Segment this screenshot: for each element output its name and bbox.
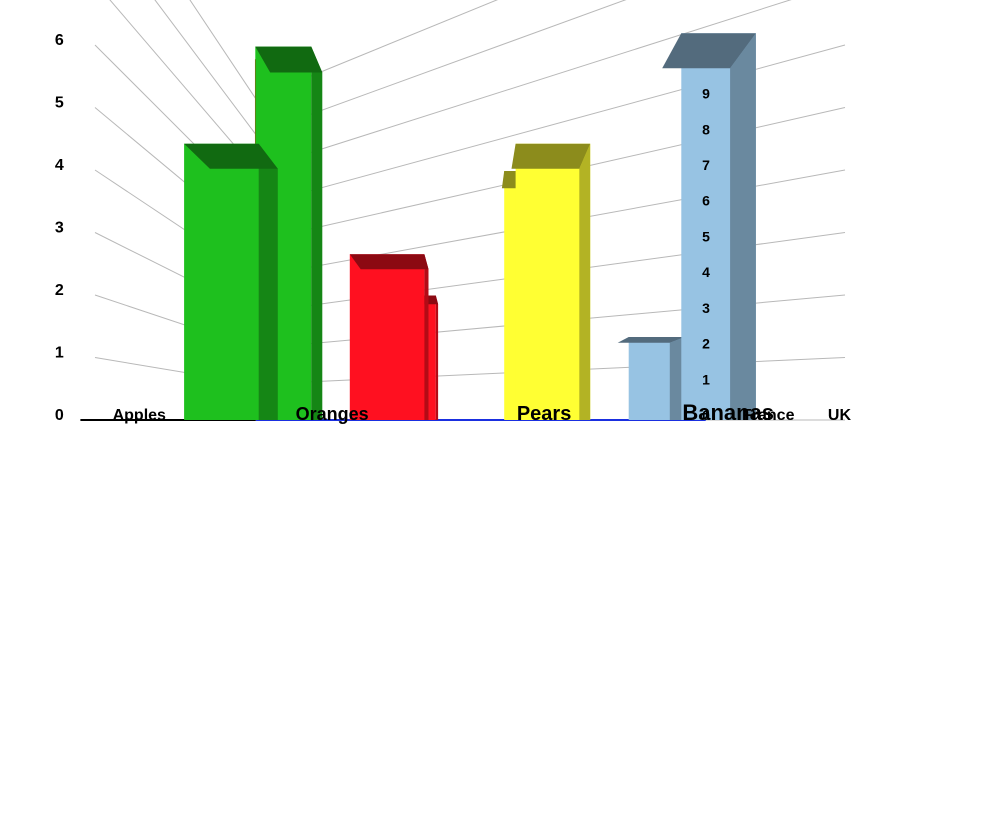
category-label: Apples [113, 407, 166, 424]
z-tick-label: 2 [702, 336, 710, 352]
bar-side-face [435, 295, 439, 420]
bar-pears-uk [511, 143, 591, 421]
bar-side-face [730, 33, 756, 421]
z-tick-label: 9 [702, 86, 710, 102]
bar-top-face [349, 254, 429, 270]
bar-side-face [311, 46, 323, 420]
bar-side-face [669, 337, 685, 420]
bar-side-face [424, 254, 429, 420]
bar-side-face [579, 143, 591, 421]
bar-apples-uk [184, 143, 278, 421]
gridline-right [255, 0, 627, 135]
gridline-right [255, 0, 499, 100]
category-label: Oranges [296, 404, 369, 424]
label-layer: Apples Oranges Pears Bananas UK France 0 0 1 1 2 2 3… [55, 32, 852, 425]
z-tick-label: 5 [55, 95, 64, 112]
bar-top-face [184, 143, 278, 169]
z-tick-label: 7 [702, 157, 710, 173]
z-tick-label: 4 [55, 157, 64, 174]
z-tick-label: 0 [702, 407, 710, 423]
bar-bananas-france [617, 337, 685, 420]
z-tick-label: 1 [55, 345, 64, 362]
gridline-left [154, 0, 257, 135]
z-tick-label: 8 [702, 121, 710, 137]
z-tick-label: 2 [55, 282, 64, 299]
z-tick-label: 1 [702, 371, 710, 387]
z-tick-label: 6 [702, 193, 710, 209]
bar-top-face [511, 143, 591, 169]
category-label: Pears [517, 403, 572, 425]
bar-top-face [662, 33, 756, 69]
bar-front-face [349, 254, 425, 420]
category-label: Bananas [682, 400, 774, 425]
z-tick-label: 0 [55, 407, 64, 424]
z-tick-label: 3 [55, 220, 64, 237]
series-label: UK [828, 407, 852, 424]
bar-side-face [258, 143, 278, 421]
z-tick-label: 6 [55, 32, 64, 49]
bar-oranges-uk [349, 254, 429, 420]
bar-front-face [184, 143, 259, 421]
gridline-left [109, 0, 257, 171]
bar-bananas-uk [662, 33, 756, 421]
gridline-right [255, 0, 792, 171]
bar-top-face [617, 337, 685, 343]
bar-front-face [515, 143, 591, 421]
gridline-left [189, 0, 257, 99]
z-tick-label: 5 [702, 228, 710, 244]
bar-layer [184, 33, 756, 421]
z-tick-label: 3 [702, 300, 710, 316]
z-tick-label: 4 [702, 264, 710, 280]
series-label: France [742, 407, 795, 424]
bar-top-face [255, 46, 323, 73]
